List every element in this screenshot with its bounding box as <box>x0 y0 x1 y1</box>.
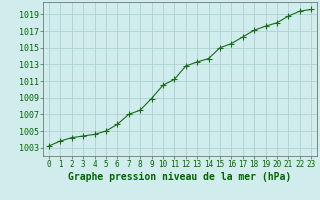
X-axis label: Graphe pression niveau de la mer (hPa): Graphe pression niveau de la mer (hPa) <box>68 172 292 182</box>
